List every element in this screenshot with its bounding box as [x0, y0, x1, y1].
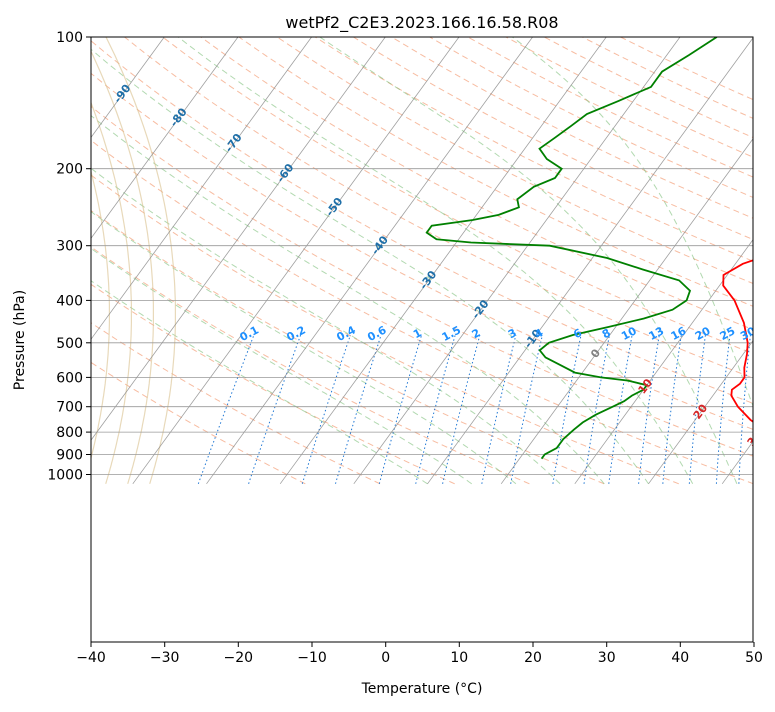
dry-adiabat [48, 37, 775, 484]
isotherm-label: -80 [167, 105, 190, 129]
mixing-ratio-label: 1 [411, 326, 424, 341]
isotherm-label: -60 [274, 161, 297, 185]
dry-adiabat [0, 37, 679, 484]
y-tick-label: 100 [56, 30, 83, 46]
mixing-ratio-line [336, 335, 382, 484]
moist-adiabat [0, 37, 516, 484]
x-tick-label: 30 [598, 650, 616, 666]
reference-curve [40, 37, 109, 484]
x-tick-label: 20 [524, 650, 542, 666]
reference-curve [106, 37, 175, 484]
dry-adiabat [0, 37, 455, 484]
mixing-ratio-label: 20 [693, 324, 713, 343]
mixing-ratio-label: 0.4 [334, 323, 358, 344]
mixing-ratio-line [553, 335, 581, 484]
mixing-ratio-line [302, 335, 350, 484]
isotherm [133, 37, 459, 484]
dry-adiabat [201, 37, 775, 484]
mixing-ratio-line [482, 335, 516, 484]
dry-adiabat [86, 37, 775, 484]
x-tick-label: 40 [671, 650, 689, 666]
x-axis-label: Temperature (°C) [361, 681, 483, 697]
mixing-ratio-label: 1.5 [440, 323, 463, 344]
isotherm-label: -30 [417, 268, 440, 292]
isotherm [501, 37, 775, 484]
mixing-ratio-line [762, 335, 771, 484]
x-tick-label: −30 [150, 650, 180, 666]
x-tick-label: −10 [297, 650, 327, 666]
dry-adiabat [468, 37, 775, 484]
isotherm-label: -90 [111, 82, 134, 106]
isotherm [0, 37, 91, 484]
isotherm [0, 37, 17, 484]
isotherm [0, 37, 164, 484]
dry-adiabat [0, 37, 305, 484]
isotherm-label: -100 [52, 56, 79, 86]
isotherm-label: 10 [636, 376, 656, 396]
dry-adiabat [392, 37, 775, 484]
dry-adiabat [353, 37, 775, 484]
mixing-ratio-label: 36 [759, 324, 775, 343]
dry-adiabat [506, 37, 775, 484]
isotherm-label: 30 [745, 429, 765, 449]
moist-adiabat [0, 37, 472, 484]
x-tick-label: 0 [381, 650, 390, 666]
dry-adiabat [10, 37, 775, 484]
mixing-ratio-label: 2 [470, 326, 483, 341]
y-tick-label: 500 [56, 336, 83, 352]
moist-adiabat [77, 37, 649, 484]
y-tick-label: 300 [56, 239, 83, 255]
x-tick-label: 50 [745, 650, 763, 666]
x-tick-label: −20 [224, 650, 254, 666]
mixing-ratio-line [379, 335, 421, 484]
x-tick-label: −40 [76, 650, 106, 666]
mixing-ratio-label: 16 [669, 324, 689, 343]
plot-area [0, 37, 775, 484]
y-tick-label: 900 [56, 448, 83, 464]
y-tick-label: 700 [56, 400, 83, 416]
isotherm [0, 37, 312, 484]
mixing-ratio-label: 30 [738, 324, 758, 343]
y-tick-label: 200 [56, 162, 83, 178]
y-tick-label: 800 [56, 425, 83, 441]
mixing-ratio-label: 3 [506, 326, 519, 341]
mixing-ratio-label: 10 [619, 324, 639, 343]
mixing-ratio-line [198, 335, 254, 484]
mixing-ratio-label: 0.6 [365, 323, 389, 344]
dry-adiabat [544, 37, 775, 484]
mixing-ratio-label: 0.2 [284, 323, 307, 344]
isotherm-label: -20 [469, 297, 492, 321]
dry-adiabat [430, 37, 775, 484]
mixing-ratio-label: 13 [647, 324, 667, 343]
mixing-ratio-line [249, 335, 301, 484]
isotherm [575, 37, 775, 484]
y-axis-label: Pressure (hPa) [12, 290, 28, 390]
y-tick-label: 400 [56, 293, 83, 309]
dry-adiabat [0, 37, 529, 484]
isotherm [280, 37, 606, 484]
isotherm-label: -40 [369, 233, 392, 257]
mixing-ratio-line [716, 335, 730, 484]
y-tick-label: 1000 [47, 468, 83, 484]
chart-title: wetPf2_C2E3.2023.166.16.58.R08 [285, 13, 558, 33]
mixing-ratio-line [639, 335, 660, 484]
mixing-ratio-line [511, 335, 543, 484]
dry-adiabat [163, 37, 775, 484]
isotherm-label: 20 [691, 402, 711, 422]
isotherm [59, 37, 385, 484]
isotherm [649, 37, 775, 484]
mixing-ratio-label: 0.1 [238, 323, 261, 344]
isotherm-label: 0 [588, 346, 603, 360]
x-tick-label: 10 [450, 650, 468, 666]
y-tick-label: 600 [56, 370, 83, 386]
temperature-profile [723, 37, 775, 461]
mixing-ratio-line [663, 335, 682, 484]
mixing-ratio-line [609, 335, 632, 484]
